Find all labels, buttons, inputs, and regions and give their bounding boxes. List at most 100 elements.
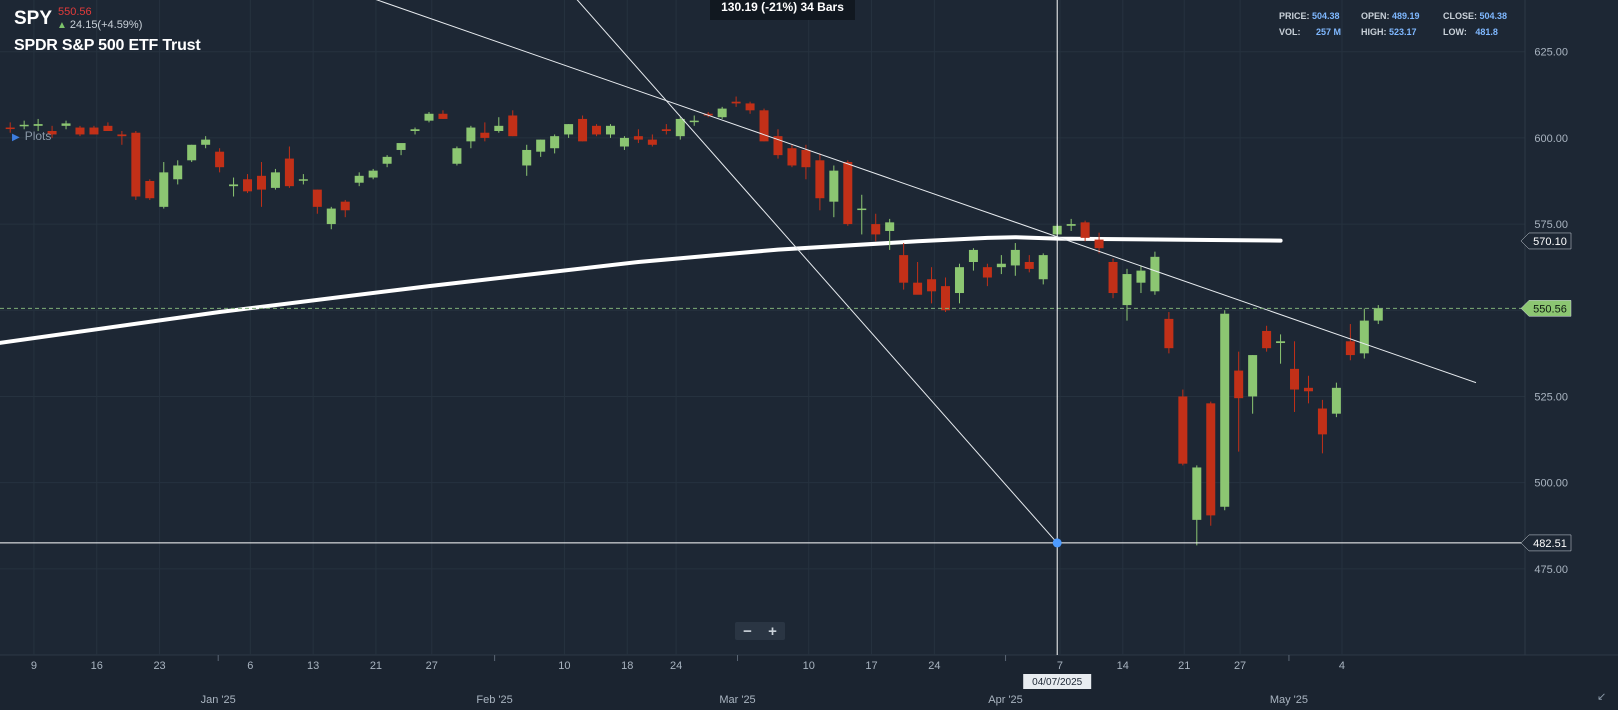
candle[interactable] — [1317, 399, 1327, 454]
plots-toggle[interactable]: ▶ Plots — [12, 129, 51, 143]
symbol-ticker[interactable]: SPY — [14, 8, 53, 29]
candle[interactable] — [1080, 220, 1090, 242]
candle[interactable] — [396, 143, 406, 156]
candle[interactable] — [270, 168, 280, 190]
candle[interactable] — [1276, 334, 1286, 364]
candle[interactable] — [913, 262, 923, 295]
candle[interactable] — [243, 174, 253, 194]
candle[interactable] — [173, 160, 183, 185]
candle[interactable] — [466, 125, 476, 149]
candle[interactable] — [1164, 311, 1174, 354]
candle[interactable] — [731, 96, 741, 107]
candle[interactable] — [1303, 375, 1313, 404]
candle[interactable] — [550, 134, 560, 154]
candle[interactable] — [284, 146, 294, 188]
candle[interactable] — [578, 115, 588, 142]
candle[interactable] — [131, 131, 141, 200]
candle[interactable] — [857, 194, 867, 235]
candle[interactable] — [675, 117, 685, 140]
candle[interactable] — [1150, 251, 1160, 295]
candle[interactable] — [1373, 305, 1383, 325]
candle[interactable] — [885, 218, 895, 250]
candle[interactable] — [941, 277, 951, 312]
candle[interactable] — [703, 112, 713, 118]
candle[interactable] — [215, 148, 225, 173]
candle[interactable] — [61, 120, 71, 130]
candle[interactable] — [759, 108, 769, 142]
candle[interactable] — [1178, 389, 1188, 466]
candle[interactable] — [1122, 268, 1132, 321]
candle[interactable] — [801, 144, 811, 180]
candle[interactable] — [5, 122, 15, 133]
trendlines[interactable] — [0, 0, 1477, 544]
candle[interactable] — [187, 144, 197, 163]
candle[interactable] — [354, 172, 364, 187]
candle[interactable] — [1136, 265, 1146, 294]
candle[interactable] — [508, 110, 518, 137]
candle[interactable] — [1038, 253, 1048, 285]
trendline[interactable] — [0, 0, 1477, 384]
candle[interactable] — [605, 124, 615, 138]
candle[interactable] — [480, 122, 490, 142]
candle[interactable] — [256, 162, 266, 207]
candle[interactable] — [1262, 325, 1272, 352]
candle[interactable] — [815, 153, 825, 211]
candle[interactable] — [201, 136, 211, 149]
candle[interactable] — [145, 179, 155, 200]
candle[interactable] — [494, 117, 504, 133]
candle[interactable] — [424, 112, 434, 123]
candle[interactable] — [75, 125, 85, 137]
candle[interactable] — [19, 120, 29, 130]
candle[interactable] — [773, 129, 783, 159]
candle[interactable] — [47, 125, 57, 138]
candle[interactable] — [717, 106, 727, 119]
candle[interactable] — [1331, 382, 1341, 418]
candle[interactable] — [536, 139, 546, 157]
candle[interactable] — [1248, 355, 1258, 414]
candle[interactable] — [382, 155, 392, 168]
candle[interactable] — [661, 124, 671, 135]
candle[interactable] — [647, 134, 657, 147]
candle[interactable] — [829, 165, 839, 218]
candle[interactable] — [522, 144, 532, 176]
candle[interactable] — [1359, 308, 1369, 359]
candle[interactable] — [954, 263, 964, 304]
candle[interactable] — [787, 144, 797, 168]
candle[interactable] — [619, 136, 629, 150]
candle[interactable] — [899, 243, 909, 290]
candle[interactable] — [592, 124, 602, 137]
candle[interactable] — [368, 168, 378, 180]
candle[interactable] — [340, 199, 350, 218]
candle[interactable] — [745, 101, 755, 114]
candle[interactable] — [689, 115, 699, 126]
candle[interactable] — [312, 189, 322, 214]
candle[interactable] — [1108, 258, 1118, 299]
candle[interactable] — [117, 131, 127, 145]
candle[interactable] — [33, 118, 43, 131]
candle[interactable] — [843, 160, 853, 226]
candle[interactable] — [438, 110, 448, 119]
collapse-icon[interactable]: ↙ — [1597, 691, 1607, 703]
zoom-in-button[interactable]: + — [768, 622, 777, 640]
candle[interactable] — [1220, 310, 1230, 511]
candle[interactable] — [1010, 243, 1020, 276]
candle[interactable] — [1234, 351, 1244, 452]
candle[interactable] — [452, 146, 462, 166]
candle[interactable] — [1024, 255, 1034, 273]
candle[interactable] — [633, 129, 643, 144]
candle[interactable] — [103, 122, 113, 131]
candle[interactable] — [326, 206, 336, 230]
candle[interactable] — [982, 263, 992, 287]
candle[interactable] — [159, 162, 169, 209]
candle[interactable] — [1290, 341, 1300, 412]
candle[interactable] — [89, 125, 99, 135]
candle[interactable] — [996, 255, 1006, 275]
candle[interactable] — [1192, 465, 1202, 546]
candle[interactable] — [298, 174, 308, 185]
candle[interactable] — [564, 124, 574, 138]
candle[interactable] — [1066, 218, 1076, 231]
candle[interactable] — [968, 248, 978, 271]
candle[interactable] — [1206, 401, 1216, 526]
